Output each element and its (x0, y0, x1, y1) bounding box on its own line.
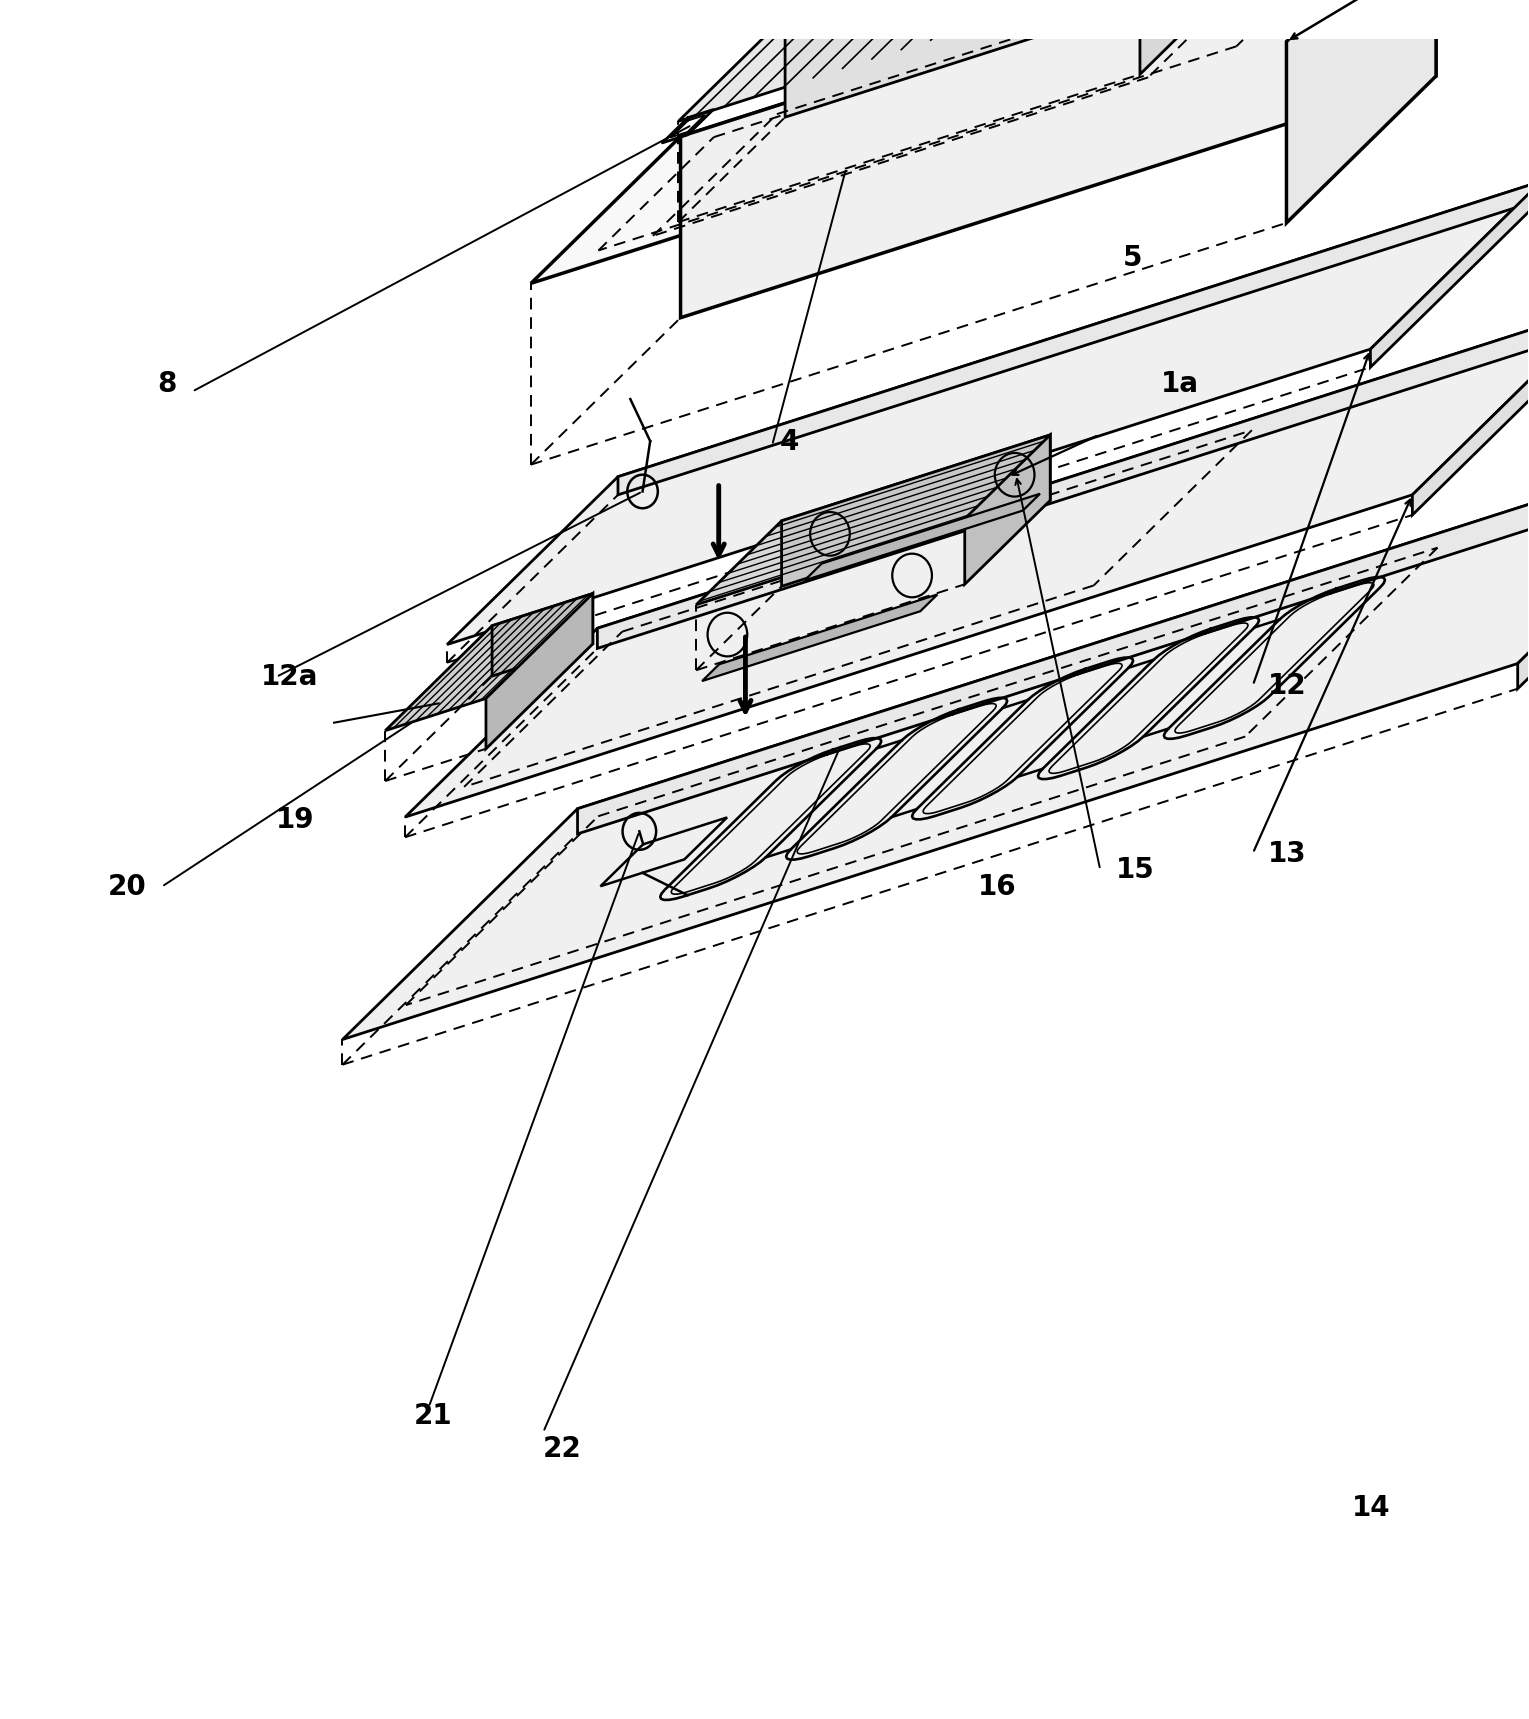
Polygon shape (486, 593, 593, 749)
Polygon shape (531, 0, 1436, 284)
Polygon shape (385, 593, 593, 731)
Text: 5: 5 (1124, 244, 1142, 272)
Polygon shape (965, 435, 1050, 584)
Polygon shape (1518, 433, 1529, 689)
Polygon shape (492, 593, 593, 676)
Text: 12: 12 (1268, 672, 1307, 700)
Text: 16: 16 (979, 873, 1017, 901)
Polygon shape (781, 435, 1050, 586)
Text: 20: 20 (107, 873, 147, 901)
Text: 14: 14 (1352, 1494, 1391, 1523)
Text: 1: 1 (1124, 110, 1142, 138)
Text: 21: 21 (413, 1403, 453, 1430)
Text: 4: 4 (780, 428, 800, 456)
Polygon shape (784, 0, 1246, 117)
Polygon shape (1413, 306, 1529, 516)
Text: 22: 22 (543, 1435, 583, 1463)
Polygon shape (702, 595, 937, 681)
Polygon shape (618, 180, 1529, 495)
Polygon shape (446, 180, 1529, 645)
Polygon shape (804, 493, 1040, 581)
Text: 1a: 1a (1162, 370, 1199, 397)
Text: 8: 8 (157, 370, 177, 397)
Polygon shape (680, 0, 1436, 318)
Polygon shape (679, 0, 1246, 122)
Polygon shape (578, 433, 1529, 834)
Text: 15: 15 (1116, 856, 1154, 884)
Text: 12a: 12a (261, 664, 318, 691)
Polygon shape (342, 433, 1529, 1040)
Polygon shape (1370, 180, 1529, 368)
Text: 13: 13 (1268, 839, 1307, 868)
Text: 19: 19 (275, 806, 315, 834)
Polygon shape (696, 435, 1050, 605)
Polygon shape (598, 306, 1529, 648)
Polygon shape (1286, 0, 1436, 223)
Polygon shape (1141, 0, 1246, 74)
Polygon shape (405, 306, 1529, 817)
